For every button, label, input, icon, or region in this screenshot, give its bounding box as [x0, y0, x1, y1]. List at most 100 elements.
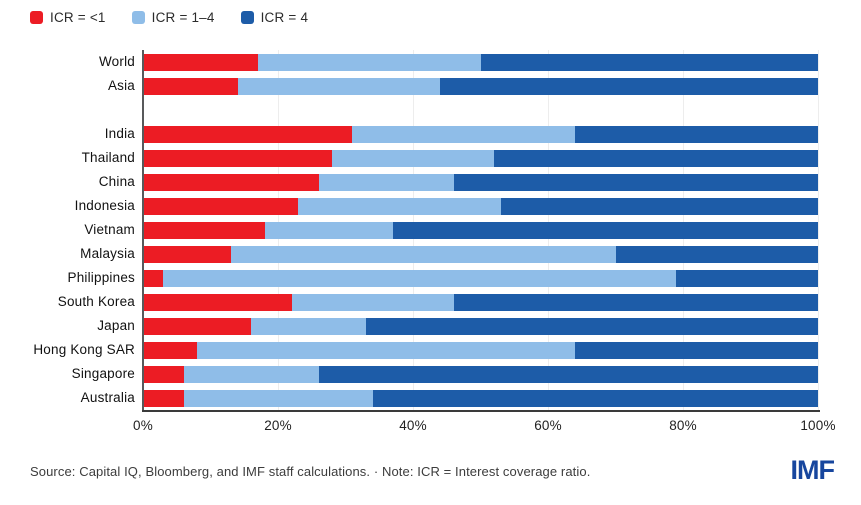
bar-segment [143, 53, 258, 71]
bar-segment [494, 149, 818, 167]
stacked-bar [143, 125, 818, 143]
x-tick-label: 80% [669, 418, 697, 433]
bar-row [143, 194, 818, 218]
bar-segment [453, 173, 818, 191]
bar-segment [230, 245, 616, 263]
row-label: Asia [107, 78, 135, 93]
stacked-bar [143, 365, 818, 383]
row-label: India [104, 126, 135, 141]
bar-segment [291, 293, 454, 311]
bar-segment [318, 173, 454, 191]
bar-segment [257, 53, 481, 71]
legend-swatch-icon [131, 11, 145, 24]
bar-segment [143, 173, 319, 191]
legend-label: ICR = 4 [260, 10, 309, 25]
bar-row [143, 146, 818, 170]
y-axis-line [141, 50, 144, 411]
row-label: Singapore [71, 366, 135, 381]
bar-segment [453, 293, 818, 311]
x-tick-label: 40% [399, 418, 427, 433]
legend-item: ICR = 4 [240, 10, 309, 25]
gridline [817, 50, 819, 410]
legend-item: ICR = <1 [30, 10, 106, 25]
stacked-bar [143, 197, 818, 215]
x-axis-line [141, 410, 820, 412]
x-tick-label: 100% [800, 418, 836, 433]
bar-segment [197, 341, 575, 359]
bar-segment [332, 149, 494, 167]
row-label: Australia [80, 390, 135, 405]
bar-segment [318, 365, 818, 383]
bar-segment [143, 341, 197, 359]
plot-area [143, 50, 819, 410]
bar-segment [237, 77, 440, 95]
stacked-bar [143, 221, 818, 239]
bar-segment [251, 317, 366, 335]
row-label: Hong Kong SAR [33, 342, 135, 357]
bar-row [143, 362, 818, 386]
stacked-bar [143, 269, 818, 287]
stacked-bar [143, 149, 818, 167]
bar-segment [575, 125, 818, 143]
bar-segment [163, 269, 677, 287]
bar-row [143, 50, 818, 74]
legend-swatch-icon [240, 11, 254, 24]
bar-segment [143, 77, 238, 95]
bar-row [143, 74, 818, 98]
bar-row [143, 122, 818, 146]
bar-segment [143, 293, 292, 311]
stacked-bar [143, 317, 818, 335]
stacked-bar [143, 77, 818, 95]
row-label: Indonesia [74, 198, 135, 213]
bar-segment [143, 149, 332, 167]
imf-logo: IMF [790, 455, 835, 485]
bar-segment [575, 341, 818, 359]
bar-segment [676, 269, 818, 287]
x-tick-label: 60% [534, 418, 562, 433]
bar-row [143, 218, 818, 242]
bar-segment [392, 221, 818, 239]
row-label: Japan [97, 318, 135, 333]
legend-label: ICR = <1 [50, 10, 106, 25]
bar-row [143, 266, 818, 290]
bar-row [143, 314, 818, 338]
bar-row [143, 290, 818, 314]
bar-segment [365, 317, 818, 335]
bar-segment [372, 389, 818, 407]
bar-segment [143, 269, 164, 287]
bar-segment [143, 317, 251, 335]
bar-segment [143, 389, 184, 407]
legend-swatch-icon [30, 11, 43, 24]
source-note: Source: Capital IQ, Bloomberg, and IMF s… [30, 464, 591, 479]
stacked-bar [143, 341, 818, 359]
bar-row [143, 386, 818, 410]
row-label: World [98, 54, 135, 69]
row-label: China [98, 174, 135, 189]
bar-row [143, 170, 818, 194]
bar-segment [183, 365, 319, 383]
stacked-bar [143, 53, 818, 71]
x-tick-label: 0% [133, 418, 153, 433]
bar-segment [352, 125, 575, 143]
row-label: Thailand [81, 150, 135, 165]
stacked-bar [143, 245, 818, 263]
stacked-bar [143, 173, 818, 191]
legend: ICR = <1 ICR = 1–4 ICR = 4 [30, 10, 308, 25]
bar-segment [440, 77, 818, 95]
bar-segment [615, 245, 818, 263]
bar-segment [183, 389, 373, 407]
bar-segment [143, 365, 184, 383]
bar-segment [143, 197, 299, 215]
row-label: South Korea [57, 294, 135, 309]
legend-item: ICR = 1–4 [131, 10, 215, 25]
bar-segment [264, 221, 393, 239]
bar-segment [480, 53, 818, 71]
bar-segment [500, 197, 818, 215]
stacked-bar [143, 293, 818, 311]
stacked-bar [143, 389, 818, 407]
legend-label: ICR = 1–4 [151, 10, 215, 25]
row-label: Vietnam [84, 222, 135, 237]
bar-row [143, 242, 818, 266]
bar-segment [143, 245, 231, 263]
